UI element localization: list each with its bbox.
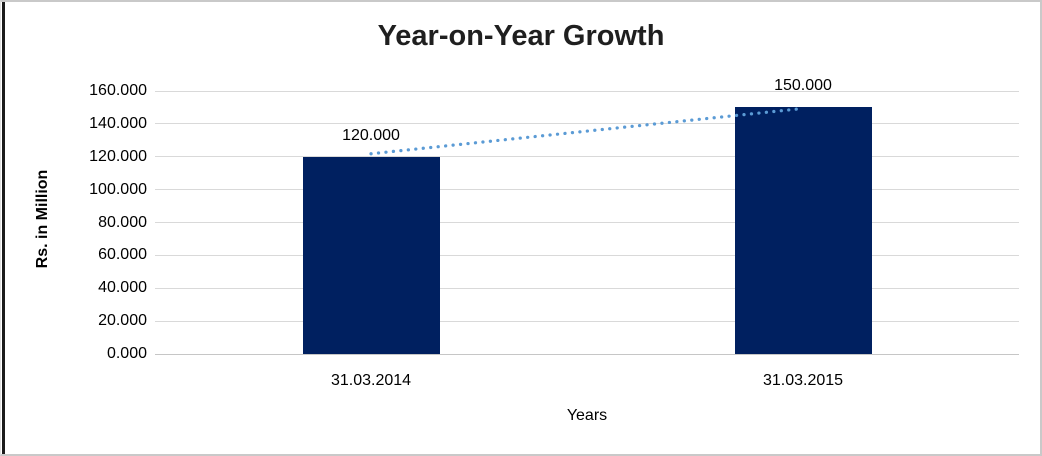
y-tick-label: 120.000	[89, 147, 147, 165]
y-tick-label: 140.000	[89, 114, 147, 132]
bar	[734, 107, 872, 354]
gridline	[155, 189, 1019, 191]
x-axis-title: Years	[566, 407, 608, 424]
x-tick-label: 31.03.2014	[330, 372, 412, 389]
y-tick-label: 60.000	[98, 246, 147, 264]
gridline	[155, 287, 1019, 289]
gridline	[155, 90, 1019, 92]
gridline	[155, 156, 1019, 158]
chart-title: Year-on-Year Growth	[377, 20, 665, 52]
data-label: 120.000	[342, 126, 400, 144]
gridline	[155, 254, 1019, 256]
gridline	[155, 222, 1019, 223]
x-axis-line	[155, 353, 1019, 355]
x-tick-label: 31.03.2015	[762, 372, 844, 389]
y-tick-label: 160.000	[89, 82, 147, 99]
gridline	[155, 320, 1019, 322]
data-label: 150.000	[774, 77, 832, 95]
y-tick-label: 80.000	[98, 213, 147, 231]
y-tick-label: 40.000	[98, 279, 147, 297]
gridline	[155, 123, 1019, 125]
y-tick-label: 100.000	[89, 180, 147, 198]
y-tick-label: 0.000	[106, 345, 147, 362]
y-tick-label: 20.000	[98, 312, 147, 330]
frame-left-edge	[2, 2, 5, 454]
bar	[302, 156, 440, 354]
